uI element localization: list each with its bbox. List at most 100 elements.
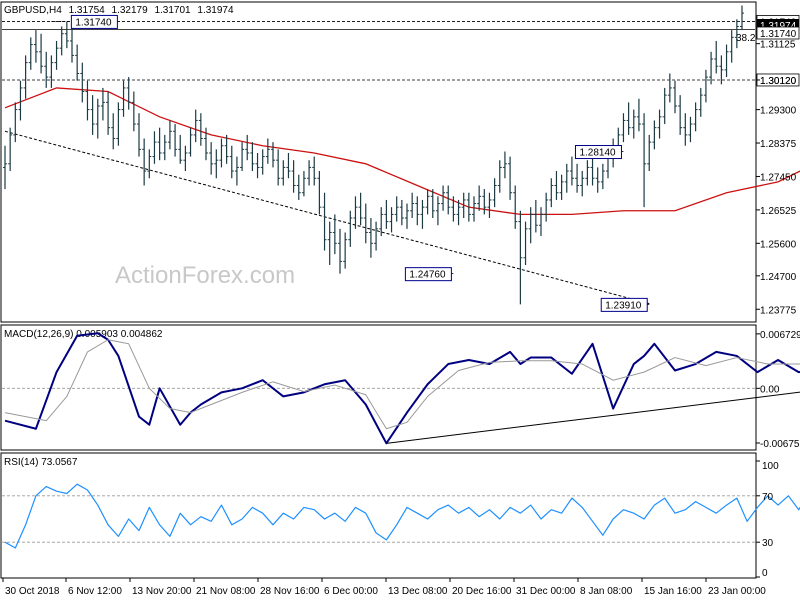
price-header-symbol: GBPUSD,H4 <box>4 5 62 16</box>
ohlc-bar <box>497 160 502 193</box>
x-tick-label: 23 Jan 00:00 <box>708 586 766 597</box>
price-tick-label: 1.23775 <box>760 305 797 316</box>
rsi-tick-label: 70 <box>762 492 774 503</box>
macd-signal-line <box>4 339 800 430</box>
ohlc-bar <box>410 192 415 219</box>
ohlc-bar <box>724 44 729 78</box>
x-tick-label: 15 Jan 16:00 <box>644 586 702 597</box>
ohlc-bar <box>106 91 111 135</box>
ohlc-bar <box>301 171 306 197</box>
ohlc-bar <box>544 192 549 222</box>
ohlc-bar <box>394 196 399 222</box>
ohlc-bar <box>740 5 744 31</box>
resistance-label: 1.31740 <box>760 29 797 40</box>
ohlc-bar <box>482 189 487 215</box>
ohlc-bar <box>477 185 482 211</box>
x-tick-label: 6 Dec 00:00 <box>324 586 378 597</box>
ohlc-bar <box>513 185 518 229</box>
ohlc-bar <box>709 51 714 85</box>
price-header-open: 1.31754 <box>69 5 106 16</box>
annotation-label: 1.23910 <box>605 300 642 311</box>
x-tick-label: 6 Nov 12:00 <box>68 586 122 597</box>
ohlc-bar <box>116 102 121 146</box>
ohlc-bar <box>255 152 260 179</box>
macd-panel-frame <box>0 324 757 451</box>
ohlc-bar <box>100 87 105 121</box>
rsi-tick-label: 100 <box>762 461 779 472</box>
ohlc-bar <box>343 232 348 269</box>
ohlc-bar <box>451 196 456 222</box>
ohlc-bar <box>688 116 693 143</box>
ohlc-bar <box>214 149 219 179</box>
macd-tick-label: 0.006729 <box>760 330 800 341</box>
ohlc-bar <box>75 44 80 81</box>
price-annotations: 1.31740 1.28140 1.24760 1.23910 <box>51 14 650 312</box>
ohlc-bar <box>415 196 420 226</box>
level-label: 1.30120 <box>760 76 797 87</box>
ohlc-bar <box>126 77 131 110</box>
ohlc-bar <box>353 196 358 229</box>
ohlc-bar <box>70 26 74 63</box>
ohlc-bar <box>276 149 281 186</box>
ohlc-bar <box>533 199 538 233</box>
ohlc-bar <box>271 142 275 168</box>
ohlc-bar <box>28 37 33 70</box>
ohlc-bar <box>580 171 585 197</box>
ohlc-bar <box>8 127 13 172</box>
rsi-tick-label: 0 <box>762 568 768 579</box>
ohlc-bar <box>95 98 100 139</box>
annotation-label: 1.28140 <box>579 148 616 159</box>
ohlc-bar <box>64 21 69 49</box>
ohlc-bar <box>348 210 353 247</box>
price-tick-label: 1.26525 <box>760 206 797 217</box>
ohlc-bar <box>209 142 214 175</box>
ohlc-bar <box>121 80 126 117</box>
fib-label: 38.2 <box>736 33 756 44</box>
ohlc-bar <box>90 95 95 135</box>
ohlc-bar <box>80 62 85 103</box>
ohlc-bar <box>307 160 312 186</box>
ohlc-bar <box>703 69 708 103</box>
annotation-box <box>574 145 622 160</box>
annotation-box <box>600 297 648 312</box>
macd-trend-line <box>386 391 800 444</box>
price-header-high: 1.32179 <box>112 5 149 16</box>
ohlc-bar <box>595 167 600 193</box>
price-resistance-badge: 1.31740 <box>756 26 800 40</box>
ohlc-bar <box>636 98 641 132</box>
ohlc-bar <box>219 138 224 168</box>
price-panel: GBPUSD,H4 1.31754 1.32179 1.31701 1.3197… <box>0 1 800 323</box>
ohlc-bar <box>111 113 116 150</box>
watermark: ActionForex.com <box>115 262 295 289</box>
ohlc-bar <box>33 30 38 63</box>
ohlc-bar <box>647 134 652 172</box>
rsi-lines <box>2 483 800 549</box>
price-tick-label: 1.30120 <box>760 76 797 87</box>
ohlc-bar <box>714 40 719 74</box>
price-header-low: 1.31701 <box>154 5 191 16</box>
ohlc-bar <box>44 51 49 88</box>
rsi-line <box>4 483 800 549</box>
rsi-title: RSI(14) 73.0567 <box>4 457 78 468</box>
ohlc-bar <box>13 102 18 143</box>
ohlc-bar <box>157 127 162 161</box>
price-axis: 1.31125 1.30120 1.29300 1.28375 1.27450 1.265… <box>756 40 797 316</box>
ohlc-bar <box>152 131 157 164</box>
ohlc-bar <box>719 55 724 85</box>
ohlc-bar <box>600 163 605 190</box>
ohlc-bar <box>131 91 136 132</box>
macd-panel: MACD(12,26,9) 0.005903 0.004862 0.006729… <box>0 324 800 451</box>
rsi-axis: 100 70 30 0 <box>756 460 779 579</box>
ohlc-bar <box>54 40 59 70</box>
ohlc-bar <box>162 134 167 161</box>
ohlc-bar <box>332 214 337 255</box>
ohlc-bar <box>260 149 265 175</box>
price-tick-label: 1.31125 <box>760 40 796 51</box>
ohlc-bar <box>327 221 332 265</box>
ohlc-bar <box>523 221 528 265</box>
price-tick-label: 1.25600 <box>760 239 797 250</box>
price-header-close: 1.31974 <box>197 5 234 16</box>
ohlc-bar <box>59 26 64 56</box>
